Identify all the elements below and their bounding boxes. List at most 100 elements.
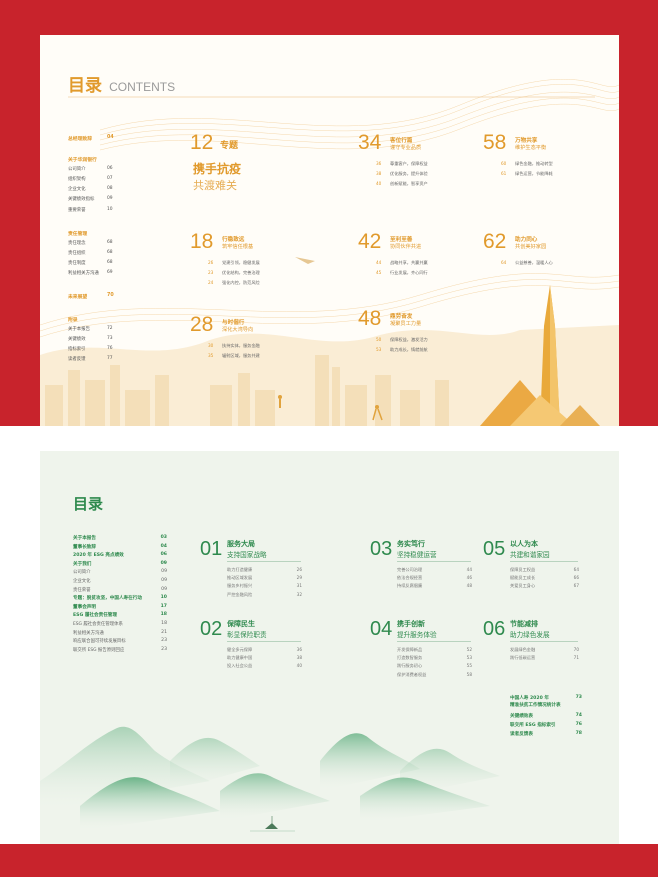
section-item-page: 32 bbox=[296, 591, 302, 597]
section-divider bbox=[227, 561, 301, 562]
section-item-page: 44 bbox=[466, 567, 472, 572]
index-entry-label: 责任组织 bbox=[68, 251, 86, 256]
section-item-page: 38 bbox=[296, 655, 302, 661]
section-title: 客位行篇 bbox=[390, 138, 413, 144]
section-item-page: 26 bbox=[208, 260, 214, 265]
section-item-label: 严控金融风险 bbox=[227, 591, 253, 597]
section-item-label: 绿色金融，推动转型 bbox=[515, 161, 553, 166]
section-subtitle: 凝聚员工力量 bbox=[390, 321, 422, 327]
index-entry-page: 04 bbox=[160, 543, 167, 549]
index-entry-label: 董事会声明 bbox=[73, 604, 96, 610]
index-entry-page: 73 bbox=[107, 336, 113, 341]
index-entry-label: 附录 bbox=[68, 318, 78, 323]
section-item-label: 优化结构，完善治理 bbox=[222, 270, 260, 275]
index-entry-page: 06 bbox=[107, 166, 113, 171]
section-item-label: 绿色运营，节能降耗 bbox=[515, 171, 553, 176]
section-divider bbox=[397, 641, 471, 642]
index-entry-label: 指标索引 bbox=[68, 347, 86, 352]
section-subtitle: 共建和谐家园 bbox=[510, 551, 550, 559]
section-item-page: 66 bbox=[573, 575, 579, 581]
index-entry-page: 72 bbox=[107, 326, 113, 331]
index-entry-page: 17 bbox=[160, 603, 167, 609]
section-subtitle: 协同伙伴共进 bbox=[390, 244, 422, 250]
section-item-page: 53 bbox=[376, 347, 382, 352]
index-entry-label: ESG 履社会责任管理 bbox=[73, 613, 117, 619]
section-item-page: 70 bbox=[573, 647, 579, 652]
section-title: 万物共享 bbox=[515, 138, 538, 144]
contents-page-green: 目录 关于本报告 03 董事长致辞 04 2020 年 ESG 亮点绩效 06 关于我们 09… bbox=[40, 451, 619, 844]
section-item-page: 52 bbox=[466, 647, 472, 652]
section-item-page: 71 bbox=[573, 655, 579, 661]
index-entry-page: 68 bbox=[107, 240, 113, 245]
section-number: 04 bbox=[370, 618, 393, 640]
index-entry-label: 责任管理 bbox=[68, 232, 88, 237]
section-item-label: 发展绿色金融 bbox=[510, 647, 536, 652]
section-divider bbox=[510, 561, 578, 562]
section-item-page: 67 bbox=[573, 583, 579, 589]
appendix-entry-page: 78 bbox=[575, 731, 582, 736]
index-entry-label: 关键绩效指标 bbox=[68, 197, 95, 202]
section-number: 28 bbox=[190, 313, 214, 336]
page2-landscape bbox=[40, 726, 500, 832]
section-subtitle: 共创美好家园 bbox=[515, 244, 547, 250]
section-title: 至利至善 bbox=[390, 237, 413, 243]
index-entry-label: 响应联合国可持续发展目标 bbox=[73, 639, 126, 645]
index-entry-page: 09 bbox=[161, 586, 167, 592]
index-entry-page: 08 bbox=[107, 186, 113, 191]
section-item-page: 40 bbox=[296, 663, 302, 669]
section-item-label: 关爱员工身心 bbox=[510, 583, 536, 589]
special-line2: 共渡难关 bbox=[193, 179, 237, 192]
appendix-entry-page: 73 bbox=[575, 695, 582, 700]
page2-title: 目录 bbox=[73, 495, 104, 513]
section-number: 48 bbox=[358, 307, 382, 330]
index-entry-label: 重要荣誉 bbox=[68, 208, 86, 213]
section-item-label: 保护消费者权益 bbox=[397, 671, 427, 677]
index-entry-page: 21 bbox=[161, 629, 167, 635]
special-section-label: 专题 bbox=[220, 141, 239, 151]
index-entry-page: 76 bbox=[107, 346, 113, 351]
page1-title-cn: 目录 bbox=[68, 76, 102, 96]
section-item-page: 23 bbox=[208, 270, 214, 275]
index-entry-label: 关于本报告 bbox=[73, 536, 96, 541]
index-entry-page: 09 bbox=[107, 196, 113, 201]
index-entry-page: 69 bbox=[107, 270, 113, 275]
section-item-label: 完善公司治理 bbox=[397, 567, 423, 572]
section-item-label: 投入社会公益 bbox=[227, 663, 253, 669]
section-item-label: 助力成长，铸就前航 bbox=[390, 347, 428, 352]
section-item-page: 53 bbox=[466, 655, 472, 661]
index-entry-label: 读者反馈 bbox=[68, 357, 86, 362]
section-subtitle: 助力绿色发展 bbox=[510, 631, 550, 639]
page1-title: 目录 CONTENTS bbox=[68, 71, 175, 96]
section-item-page: 31 bbox=[296, 583, 302, 589]
section-item-label: 助力打造健康 bbox=[227, 567, 253, 572]
section-item-page: 26 bbox=[296, 567, 302, 572]
section-subtitle: 筑牢信任根基 bbox=[222, 244, 254, 250]
section-item-label: 开发保障新品 bbox=[397, 647, 423, 652]
section-item-page: 38 bbox=[376, 171, 382, 176]
section-item-page: 44 bbox=[376, 260, 382, 265]
index-entry-page: 23 bbox=[161, 638, 167, 644]
section-item-page: 58 bbox=[466, 671, 472, 677]
section-item-label: 健全多元保障 bbox=[227, 647, 253, 652]
page1-title-en: CONTENTS bbox=[109, 80, 176, 94]
index-entry-page: 06 bbox=[160, 552, 167, 558]
index-entry-label: 企业文化 bbox=[68, 187, 86, 192]
contents-page-orange: 目录 CONTENTS 总经理致辞 04 关于华润银行 公司简介 06 组织架构 07 企业文… bbox=[40, 35, 619, 426]
section-number: 05 bbox=[483, 538, 506, 560]
index-entry-label: 企业文化 bbox=[73, 579, 91, 584]
index-entry-page: 77 bbox=[107, 356, 113, 361]
index-entry-page: 68 bbox=[107, 260, 113, 265]
golden-tower bbox=[480, 285, 600, 426]
section-item-label: 持续反腐倡廉 bbox=[397, 583, 423, 589]
index-entry-label: 2020 年 ESG 亮点绩效 bbox=[73, 553, 124, 559]
index-entry-label: 关于我们 bbox=[73, 561, 92, 567]
section-item-page: 29 bbox=[296, 575, 302, 581]
index-entry-label: 联交所 ESG 报告原则回应 bbox=[73, 647, 125, 653]
section-number: 34 bbox=[358, 131, 382, 154]
section-number: 06 bbox=[483, 618, 506, 640]
index-entry-label: ESG 履社会责任管理体系 bbox=[73, 622, 123, 627]
appendix-entry-label: 读者反馈表 bbox=[510, 732, 533, 737]
section-title: 节能减排 bbox=[510, 620, 538, 628]
appendix-entry-label: 联交所 ESG 指标索引 bbox=[510, 723, 556, 728]
special-section-number: 12 bbox=[190, 131, 214, 154]
